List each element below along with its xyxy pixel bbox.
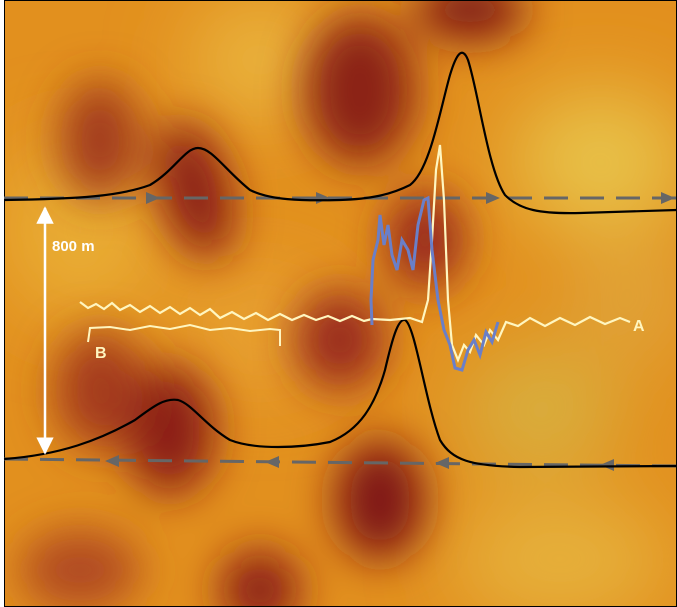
trace-label: A <box>633 318 645 335</box>
trace-label: B <box>95 345 107 362</box>
terrain <box>0 0 677 607</box>
scale-label: 800 m <box>52 238 95 255</box>
page: 800 m A B (() => { const data = JSON.par… <box>0 0 677 607</box>
figure: 800 m A B <box>0 0 677 607</box>
